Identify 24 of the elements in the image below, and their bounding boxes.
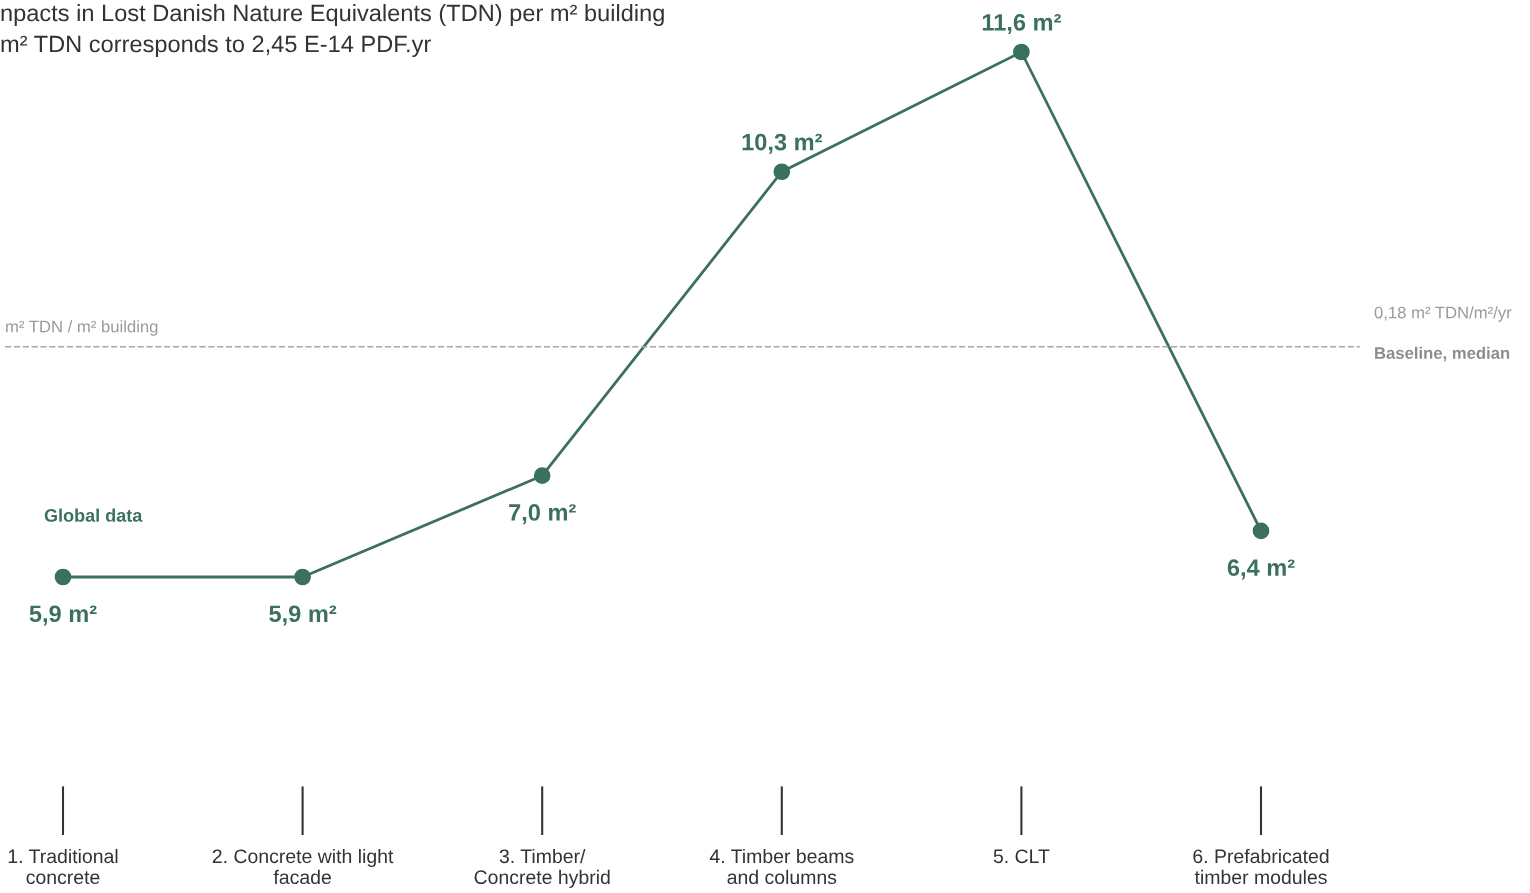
annotation: Global data xyxy=(44,508,143,522)
point xyxy=(1252,522,1270,540)
chart-subtitle: m² TDN corresponds to 2,45 E-14 PDF.yr xyxy=(1,35,431,57)
point xyxy=(1013,43,1030,61)
x-tick-label: 2. Concrete with light facade xyxy=(212,848,394,885)
x-tick-label: 5. CLT xyxy=(993,849,1050,864)
data-label: 11,6 m² xyxy=(982,13,1061,35)
data-label: 10,3 m² xyxy=(742,133,822,154)
x-tick-label: 6. Prefabricated timber modules xyxy=(1193,848,1329,885)
x-tick-label: 3. Timber/ Concrete hybrid xyxy=(474,848,610,888)
data-label: 7,0 m² xyxy=(509,504,576,525)
point xyxy=(773,163,791,181)
annotation: m² TDN / m² building xyxy=(6,320,158,336)
data-label: 5,9 m² xyxy=(269,605,337,626)
point xyxy=(294,568,311,586)
text: 0,18 m² TDN/m²/yr xyxy=(1374,306,1512,322)
ref-line-label: Baseline, median xyxy=(1375,346,1510,362)
point xyxy=(533,467,551,485)
data-label: 6,4 m² xyxy=(1227,559,1295,580)
x-tick-label: 1. Traditional concrete xyxy=(8,848,118,885)
point xyxy=(54,568,72,586)
data-label: 5,9 m² xyxy=(29,605,97,626)
x-tick-label: 4. Timber beams and columns xyxy=(709,848,854,885)
chart-title: npacts in Lost Danish Nature Equivalents (TDN) per m² building xyxy=(1,4,664,26)
